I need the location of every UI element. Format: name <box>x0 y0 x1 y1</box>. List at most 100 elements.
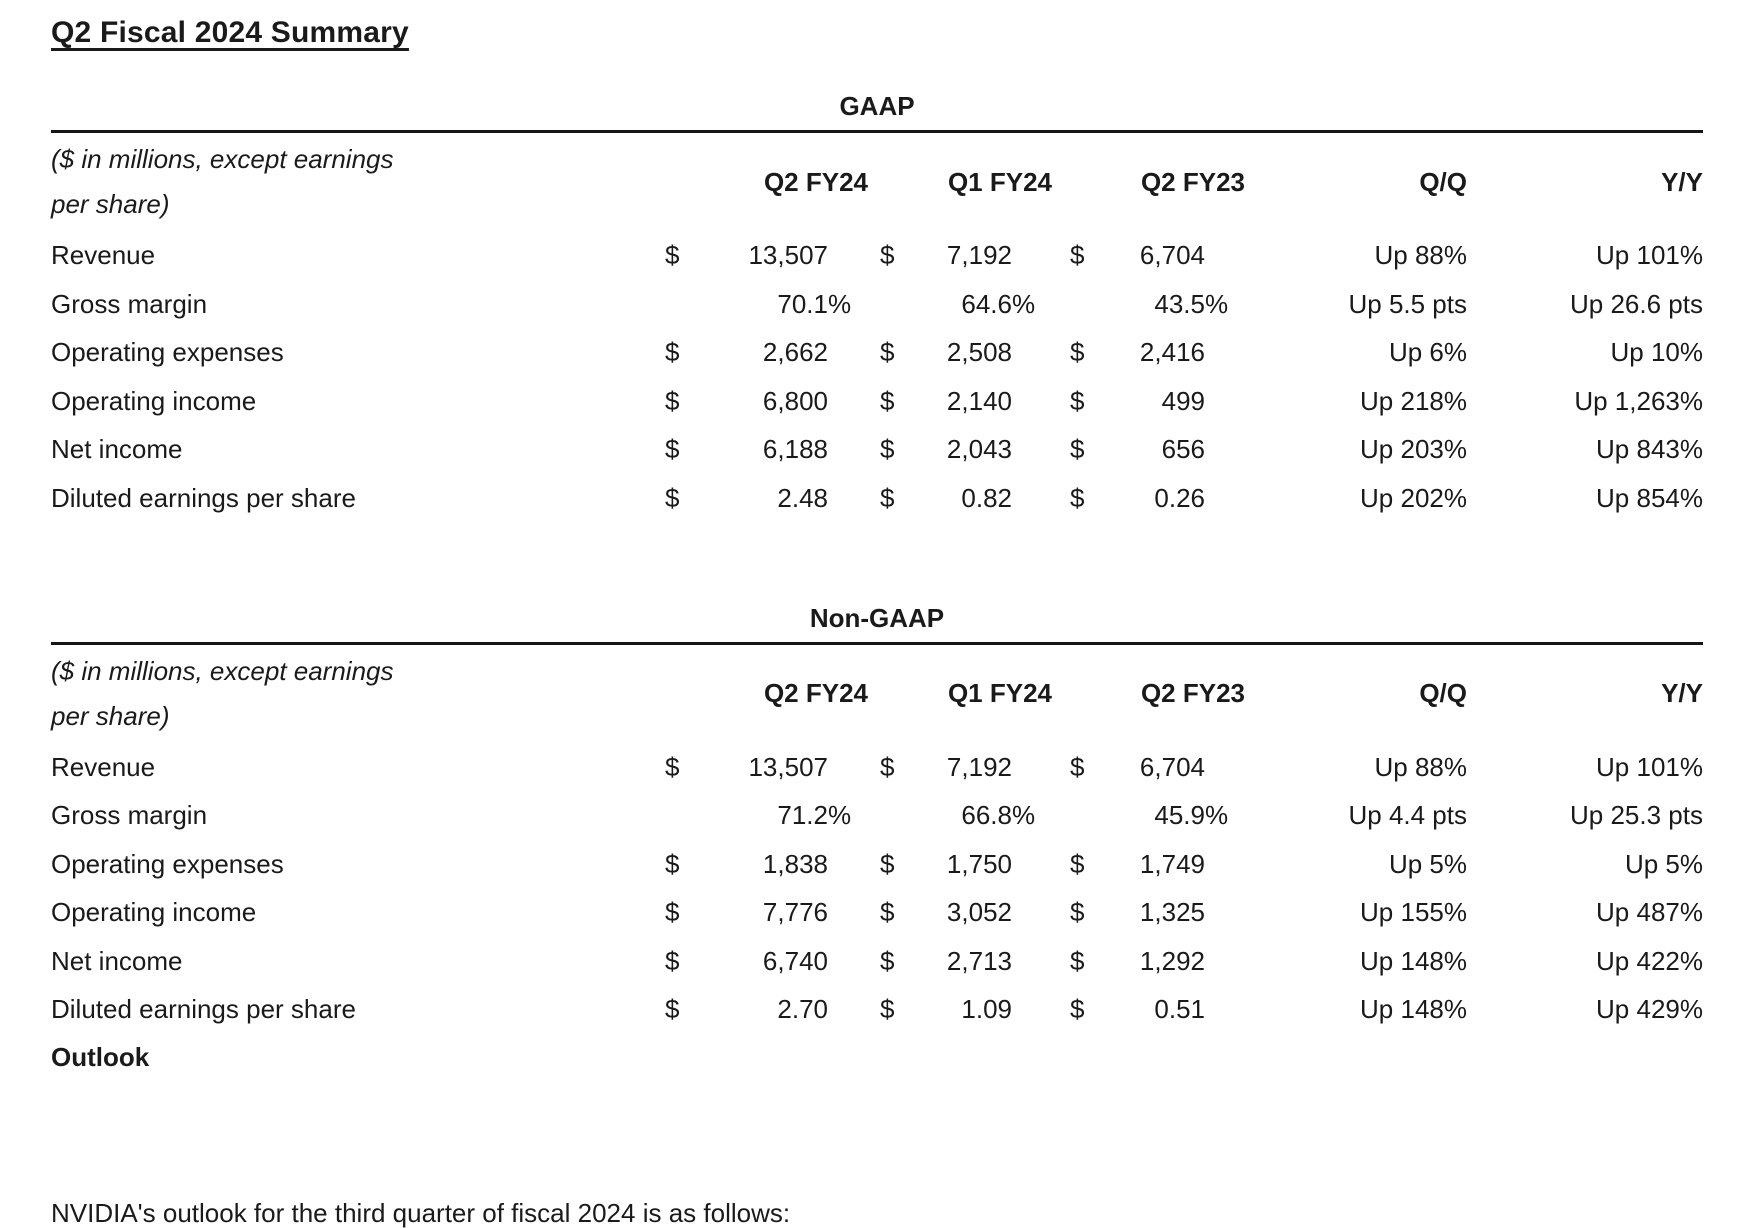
percent-symbol <box>1205 474 1245 523</box>
percent-symbol <box>828 426 868 475</box>
value-q2fy23: 656 <box>1161 434 1205 465</box>
value-q1fy24: 2,508 <box>946 337 1012 368</box>
value-yy: Up 101% <box>1596 751 1703 782</box>
percent-symbol: % <box>828 288 852 319</box>
row-label: Revenue <box>51 751 156 782</box>
value-q2fy23: 1,325 <box>1139 897 1205 928</box>
currency-symbol: $ <box>880 897 895 928</box>
value-qq: Up 203% <box>1360 434 1467 465</box>
table-row-gross-margin: Gross margin 71.2 % 66.8 % 45.9 % Up 4.4… <box>51 792 1703 841</box>
percent-symbol: % <box>1205 288 1229 319</box>
value-q2fy24: 6,800 <box>762 385 828 416</box>
value-qq: Up 218% <box>1360 385 1467 416</box>
column-header-q2fy23: Q2 FY23 <box>1140 166 1245 197</box>
value-yy: Up 843% <box>1596 434 1703 465</box>
currency-symbol: $ <box>880 434 895 465</box>
row-label: Operating expenses <box>51 337 284 368</box>
currency-symbol: $ <box>880 945 895 976</box>
value-q2fy23: 499 <box>1161 385 1205 416</box>
value-q1fy24: 2,043 <box>946 434 1012 465</box>
value-q2fy24: 71.2 <box>777 800 828 831</box>
value-q2fy23: 1,292 <box>1139 945 1205 976</box>
currency-symbol: $ <box>880 385 895 416</box>
table-row-diluted-eps: Diluted earnings per share $2.70 $1.09 $… <box>51 986 1703 1035</box>
value-qq: Up 4.4 pts <box>1348 800 1467 831</box>
currency-symbol: $ <box>665 337 680 368</box>
table-row-revenue: Revenue $13,507 $7,192 $6,704 Up 88% Up … <box>51 743 1703 792</box>
value-qq: Up 88% <box>1374 240 1468 271</box>
value-q2fy24: 2.70 <box>777 994 828 1025</box>
percent-symbol <box>1012 377 1052 426</box>
value-q2fy23: 6,704 <box>1139 751 1205 782</box>
percent-symbol: % <box>1205 800 1229 831</box>
table-row-net-income: Net income $6,188 $2,043 $656 Up 203% Up… <box>51 426 1703 475</box>
percent-symbol <box>1012 937 1052 986</box>
row-label: Diluted earnings per share <box>51 994 356 1025</box>
currency-symbol: $ <box>1070 945 1085 976</box>
value-q2fy23: 43.5 <box>1154 288 1205 319</box>
percent-symbol <box>828 743 868 792</box>
currency-symbol: $ <box>1070 897 1085 928</box>
nongaap-section: Non-GAAP ($ in millions, except earnings… <box>51 603 1703 1035</box>
percent-symbol: % <box>828 800 852 831</box>
currency-symbol: $ <box>665 385 680 416</box>
percent-symbol <box>1205 986 1245 1035</box>
value-q2fy23: 6,704 <box>1139 240 1205 271</box>
currency-symbol: $ <box>665 994 680 1025</box>
table-row-operating-income: Operating income $6,800 $2,140 $499 Up 2… <box>51 377 1703 426</box>
row-label: Operating income <box>51 897 257 928</box>
percent-symbol <box>1205 937 1245 986</box>
percent-symbol <box>1012 474 1052 523</box>
currency-symbol: $ <box>880 848 895 879</box>
row-label: Operating expenses <box>51 848 284 879</box>
percent-symbol <box>828 937 868 986</box>
currency-symbol: $ <box>1070 994 1085 1025</box>
table-row-revenue: Revenue $13,507 $7,192 $6,704 Up 88% Up … <box>51 232 1703 281</box>
percent-symbol <box>828 329 868 378</box>
value-yy: Up 5% <box>1624 848 1703 879</box>
value-yy: Up 854% <box>1596 482 1703 513</box>
column-header-qq: Q/Q <box>1419 678 1467 709</box>
row-label: Operating income <box>51 385 257 416</box>
value-q2fy23: 45.9 <box>1154 800 1205 831</box>
gaap-table: ($ in millions, except earnings per shar… <box>51 130 1703 523</box>
column-header-qq: Q/Q <box>1419 166 1467 197</box>
percent-symbol <box>1205 232 1245 281</box>
percent-symbol <box>1012 840 1052 889</box>
unit-note: ($ in millions, except earnings per shar… <box>51 643 665 743</box>
value-q2fy24: 70.1 <box>777 288 828 319</box>
value-qq: Up 88% <box>1374 751 1468 782</box>
value-q1fy24: 64.6 <box>961 288 1012 319</box>
percent-symbol: % <box>1012 800 1036 831</box>
value-q2fy24: 6,188 <box>762 434 828 465</box>
nongaap-table-title: Non-GAAP <box>809 602 945 633</box>
row-label: Net income <box>51 945 183 976</box>
column-header-yy: Y/Y <box>1661 166 1703 197</box>
row-label: Gross margin <box>51 800 208 831</box>
outlook-heading: Outlook <box>51 1042 150 1072</box>
unit-note-line1: ($ in millions, except earnings <box>51 144 394 175</box>
currency-symbol: $ <box>1070 848 1085 879</box>
percent-symbol <box>828 986 868 1035</box>
table-row-operating-expenses: Operating expenses $2,662 $2,508 $2,416 … <box>51 329 1703 378</box>
column-header-q2fy23: Q2 FY23 <box>1140 678 1245 709</box>
table-row-gross-margin: Gross margin 70.1 % 64.6 % 43.5 % Up 5.5… <box>51 280 1703 329</box>
percent-symbol <box>1205 743 1245 792</box>
header-row: ($ in millions, except earnings per shar… <box>51 132 1703 232</box>
currency-symbol: $ <box>1070 240 1085 271</box>
percent-symbol <box>1205 377 1245 426</box>
currency-symbol: $ <box>880 240 895 271</box>
value-yy: Up 487% <box>1596 897 1703 928</box>
table-row-net-income: Net income $6,740 $2,713 $1,292 Up 148% … <box>51 937 1703 986</box>
value-q2fy24: 2,662 <box>762 337 828 368</box>
value-q1fy24: 0.82 <box>961 482 1012 513</box>
value-q2fy24: 13,507 <box>748 751 828 782</box>
column-header-q1fy24: Q1 FY24 <box>947 678 1052 709</box>
currency-symbol: $ <box>880 751 895 782</box>
percent-symbol: % <box>1012 288 1036 319</box>
value-q1fy24: 2,713 <box>946 945 1012 976</box>
row-label: Gross margin <box>51 288 208 319</box>
table-row-diluted-eps: Diluted earnings per share $2.48 $0.82 $… <box>51 474 1703 523</box>
value-qq: Up 6% <box>1388 337 1467 368</box>
